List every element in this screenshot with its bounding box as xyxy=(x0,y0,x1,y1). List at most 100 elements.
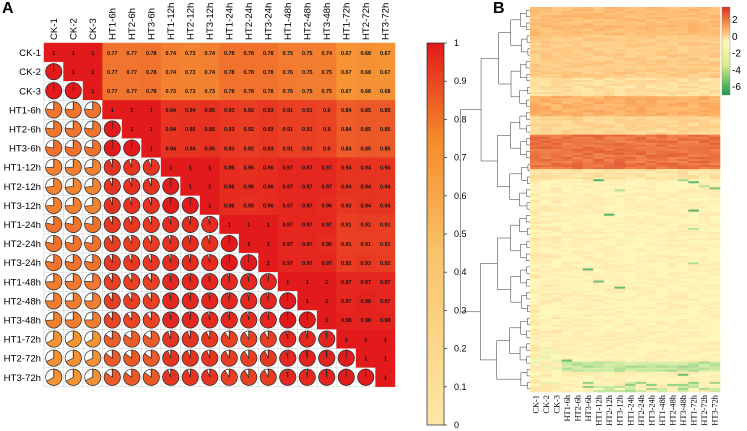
heatmap-cell xyxy=(572,270,584,273)
heatmap-cell xyxy=(656,132,668,135)
heatmap-cell xyxy=(646,7,657,10)
heatmap-cell xyxy=(625,167,636,170)
heatmap-cell xyxy=(667,59,679,63)
heatmap-cell xyxy=(603,86,615,89)
heatmap-cell xyxy=(561,106,573,109)
heatmap-cell xyxy=(603,321,615,324)
heatmap-cell xyxy=(625,355,636,358)
heatmap-cell xyxy=(582,122,594,125)
heatmap-cell xyxy=(540,154,552,158)
heatmap-cell xyxy=(709,191,721,194)
heatmap-cell xyxy=(709,13,721,16)
heatmap-cell xyxy=(593,169,605,172)
heatmap-cell xyxy=(635,126,647,129)
heatmap-cell xyxy=(614,233,626,237)
heatmap-cell xyxy=(646,227,657,231)
heatmap-cell xyxy=(540,9,552,12)
heatmap-cell xyxy=(646,262,657,265)
heatmap-cell xyxy=(709,104,721,107)
heatmap-cell xyxy=(603,148,615,152)
heatmap-cell xyxy=(614,219,626,223)
heatmap-cell xyxy=(625,219,636,223)
heatmap-cell xyxy=(677,292,689,296)
heatmap-cell xyxy=(646,357,657,360)
heatmap-cell xyxy=(646,286,657,289)
heatmap-cell xyxy=(667,81,679,85)
heatmap-cell xyxy=(593,75,605,79)
matrix-value-label: 0.96 xyxy=(322,204,333,210)
heatmap-cell xyxy=(572,114,584,117)
heatmap-cell xyxy=(646,9,657,12)
heatmap-cell xyxy=(688,77,700,81)
heatmap-cell xyxy=(603,11,615,14)
heatmap-cell xyxy=(614,152,626,156)
heatmap-cell xyxy=(656,71,668,75)
heatmap-cell xyxy=(677,312,689,316)
heatmap-cell xyxy=(698,191,710,194)
heatmap-cell xyxy=(593,33,605,36)
heatmap-cell xyxy=(582,296,594,300)
heatmap-cell xyxy=(614,102,626,105)
heatmap-cell xyxy=(540,134,552,137)
matrix-value-label: 1 xyxy=(384,337,387,343)
heatmap-cell xyxy=(709,75,721,79)
heatmap-cell xyxy=(635,148,647,152)
heatmap-cell xyxy=(709,112,721,115)
heatmap-cell xyxy=(540,37,552,40)
matrix-value-label: 0.9 xyxy=(323,127,331,133)
heatmap-cell xyxy=(667,144,679,148)
heatmap-cell xyxy=(698,175,710,178)
heatmap-cell xyxy=(635,33,647,36)
heatmap-cell xyxy=(593,61,605,65)
heatmap-cell xyxy=(646,361,657,364)
heatmap-cell xyxy=(551,35,562,38)
heatmap-cell xyxy=(677,248,689,251)
heatmap-cell xyxy=(561,165,573,168)
heatmap-cell xyxy=(551,347,562,350)
heatmap-cell xyxy=(709,337,721,340)
heatmap-cell xyxy=(561,59,573,63)
heatmap-cell xyxy=(614,181,626,184)
heatmap-cell xyxy=(603,96,615,99)
heatmap-cell xyxy=(646,296,657,300)
heatmap-cell xyxy=(572,39,584,42)
heatmap-cell xyxy=(582,353,594,356)
heatmap-cell xyxy=(698,327,710,330)
heatmap-cell xyxy=(540,217,552,221)
heatmap-cell xyxy=(667,21,679,24)
heatmap-cell xyxy=(551,288,562,291)
column-label: CK-3 xyxy=(88,18,99,40)
heatmap-cell xyxy=(561,254,573,257)
heatmap-cell xyxy=(688,308,700,312)
heatmap-cell xyxy=(709,17,721,20)
heatmap-cell xyxy=(709,163,721,166)
heatmap-cell xyxy=(646,138,657,142)
matrix-value-label: 1 xyxy=(384,356,387,362)
heatmap-cell xyxy=(582,215,594,219)
heatmap-cell xyxy=(551,138,562,142)
heatmap-cell xyxy=(625,286,636,289)
heatmap-cell xyxy=(614,321,626,324)
heatmap-cell xyxy=(614,154,626,158)
heatmap-cell xyxy=(635,351,647,354)
heatmap-cell xyxy=(561,203,573,206)
heatmap-cell xyxy=(614,132,626,135)
heatmap-cell xyxy=(688,371,700,375)
heatmap-cell xyxy=(698,158,710,162)
heatmap-cell xyxy=(561,268,573,271)
heatmap-cell xyxy=(593,203,605,206)
heatmap-cell xyxy=(540,158,552,162)
heatmap-cell xyxy=(635,55,647,58)
heatmap-cell xyxy=(688,154,700,158)
heatmap-cell xyxy=(698,373,710,377)
heatmap-cell xyxy=(667,45,679,48)
heatmap-cell xyxy=(551,19,562,22)
heatmap-cell xyxy=(593,53,605,56)
heatmap-cell xyxy=(625,248,636,251)
heatmap-cell xyxy=(561,31,573,34)
heatmap-cell xyxy=(709,367,721,371)
heatmap-cell xyxy=(625,114,636,117)
heatmap-cell xyxy=(551,252,562,255)
heatmap-cell xyxy=(551,41,562,44)
heatmap-cell xyxy=(582,310,594,314)
